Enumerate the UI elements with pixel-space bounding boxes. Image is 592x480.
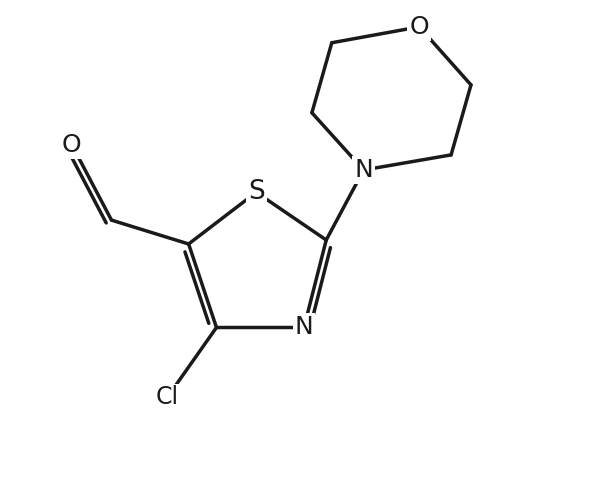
Text: O: O: [62, 132, 82, 156]
Text: O: O: [410, 15, 429, 39]
Text: N: N: [354, 158, 373, 182]
Text: N: N: [295, 315, 313, 339]
Text: Cl: Cl: [156, 385, 179, 409]
Text: S: S: [248, 179, 265, 205]
